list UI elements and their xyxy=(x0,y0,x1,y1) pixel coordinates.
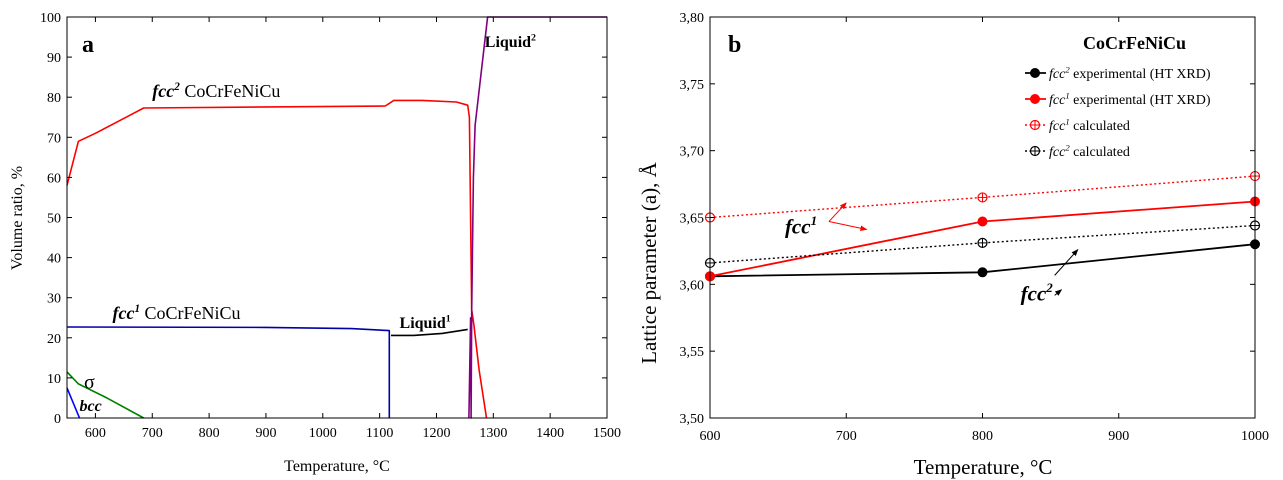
chart-b-annotation-arrow xyxy=(828,221,868,231)
chart-b-x-tick-label: 800 xyxy=(972,429,993,444)
chart-a-y-tick-label: 100 xyxy=(40,11,61,26)
chart-b: 600 700 800 900 1000 3,50 3,55 3,60 3,65 3,70 3,75… xyxy=(637,11,1269,479)
chart-b-panel-label: b xyxy=(728,32,741,58)
chart-a-x-tick-label: 1300 xyxy=(479,426,507,441)
chart-b-y-tick-label: 3,50 xyxy=(680,412,705,427)
chart-b-legend-label: fcc2 experimental (HT XRD) xyxy=(1049,64,1211,82)
chart-a-panel-label: a xyxy=(82,32,94,58)
chart-a-y-tick-label: 10 xyxy=(47,372,61,387)
chart-a-data-layer xyxy=(66,16,607,419)
chart-b-y-tick-label: 3,65 xyxy=(680,212,705,227)
chart-a-annotation: Liquid1 xyxy=(400,313,451,331)
chart-b-series-0-point xyxy=(977,267,988,278)
chart-b-annotation-arrow xyxy=(1054,249,1079,276)
chart-a-series-line-2 xyxy=(391,328,468,337)
chart-a-y-tick-label: 90 xyxy=(47,51,61,66)
chart-b-x-tick-label: 1000 xyxy=(1241,429,1269,444)
chart-a-x-tick-label: 1400 xyxy=(536,426,564,441)
chart-b-legend-label: fcc1 experimental (HT XRD) xyxy=(1049,90,1211,108)
chart-a-annotation: fcc1 CoCrFeNiCu xyxy=(112,303,240,323)
chart-a-y-tick-label: 50 xyxy=(47,212,61,227)
chart-a-y-tick-label: 80 xyxy=(47,91,61,106)
chart-a: 600 700 800 900 1000 1100 1200 1300 1400 1500 0 10 2… xyxy=(9,11,621,475)
chart-b-x-axis-label: Temperature, °C xyxy=(914,455,1053,479)
chart-b-annotation-fcc2: fcc2 xyxy=(1021,280,1054,305)
chart-a-x-tick-label: 1100 xyxy=(366,426,393,441)
chart-a-series-line-5 xyxy=(66,387,81,419)
chart-a-y-tick-label: 70 xyxy=(47,131,61,146)
chart-a-x-tick-label: 1500 xyxy=(593,426,621,441)
chart-b-axes: 600 700 800 900 1000 3,50 3,55 3,60 3,65 3,70 3,75… xyxy=(680,11,1270,444)
chart-b-y-tick-label: 3,80 xyxy=(680,11,705,26)
chart-b-y-tick-label: 3,70 xyxy=(680,145,705,160)
chart-b-series-line-3 xyxy=(709,224,1256,264)
chart-a-series-line-1 xyxy=(66,326,391,418)
chart-b-series-1-point xyxy=(977,216,988,227)
chart-b-y-tick-label: 3,75 xyxy=(680,78,705,93)
chart-b-x-tick-label: 900 xyxy=(1108,429,1129,444)
chart-b-legend-label: fcc2 calculated xyxy=(1049,142,1130,160)
chart-b-y-tick-label: 3,60 xyxy=(680,278,705,293)
chart-b-y-tick-label: 3,55 xyxy=(680,345,705,360)
chart-a-x-tick-label: 1200 xyxy=(422,426,450,441)
chart-b-x-tick-label: 600 xyxy=(700,429,721,444)
chart-a-annotation: fcc2 CoCrFeNiCu xyxy=(152,81,280,101)
chart-a-series-line-0 xyxy=(66,99,488,419)
chart-a-x-tick-label: 900 xyxy=(255,426,276,441)
chart-a-x-tick-label: 800 xyxy=(199,426,220,441)
chart-a-y-axis-label: Volume ratio, % xyxy=(9,166,26,270)
chart-a-y-tick-label: 40 xyxy=(47,252,61,267)
chart-a-x-tick-label: 700 xyxy=(142,426,163,441)
chart-b-legend: fcc2 experimental (HT XRD) fcc1 experimen… xyxy=(1025,64,1211,160)
chart-b-annotation-fcc1: fcc1 xyxy=(785,213,817,238)
chart-a-annotation: Liquid2 xyxy=(485,33,536,51)
chart-a-y-tick-label: 30 xyxy=(47,292,61,307)
chart-a-annotation: σ xyxy=(84,372,95,394)
chart-a-axes: 600 700 800 900 1000 1100 1200 1300 1400 1500 0 10 2… xyxy=(40,11,621,441)
chart-a-y-tick-label: 60 xyxy=(47,171,61,186)
chart-a-x-tick-label: 600 xyxy=(85,426,106,441)
chart-a-series-line-3 xyxy=(468,16,607,419)
chart-b-legend-swatch-marker xyxy=(1030,68,1040,78)
chart-a-series-line-4 xyxy=(66,371,145,419)
chart-b-series-line-2 xyxy=(709,175,1256,219)
chart-b-annotation-arrow xyxy=(1054,289,1063,296)
chart-a-x-tick-label: 1000 xyxy=(309,426,337,441)
chart-a-y-tick-label: 20 xyxy=(47,332,61,347)
chart-a-x-axis-label: Temperature, °C xyxy=(284,458,390,475)
chart-b-legend-swatch-marker xyxy=(1030,94,1040,104)
chart-b-y-axis-label: Lattice parameter (a), Å xyxy=(637,161,661,364)
chart-b-x-tick-label: 700 xyxy=(836,429,857,444)
chart-a-y-tick-label: 0 xyxy=(54,412,61,427)
chart-a-annotation: bcc xyxy=(80,398,102,415)
chart-b-title: CoCrFeNiCu xyxy=(1083,33,1186,53)
chart-b-annotation-arrow xyxy=(828,202,847,222)
chart-b-legend-label: fcc1 calculated xyxy=(1049,116,1130,134)
chart-a-plot-frame xyxy=(66,16,608,419)
